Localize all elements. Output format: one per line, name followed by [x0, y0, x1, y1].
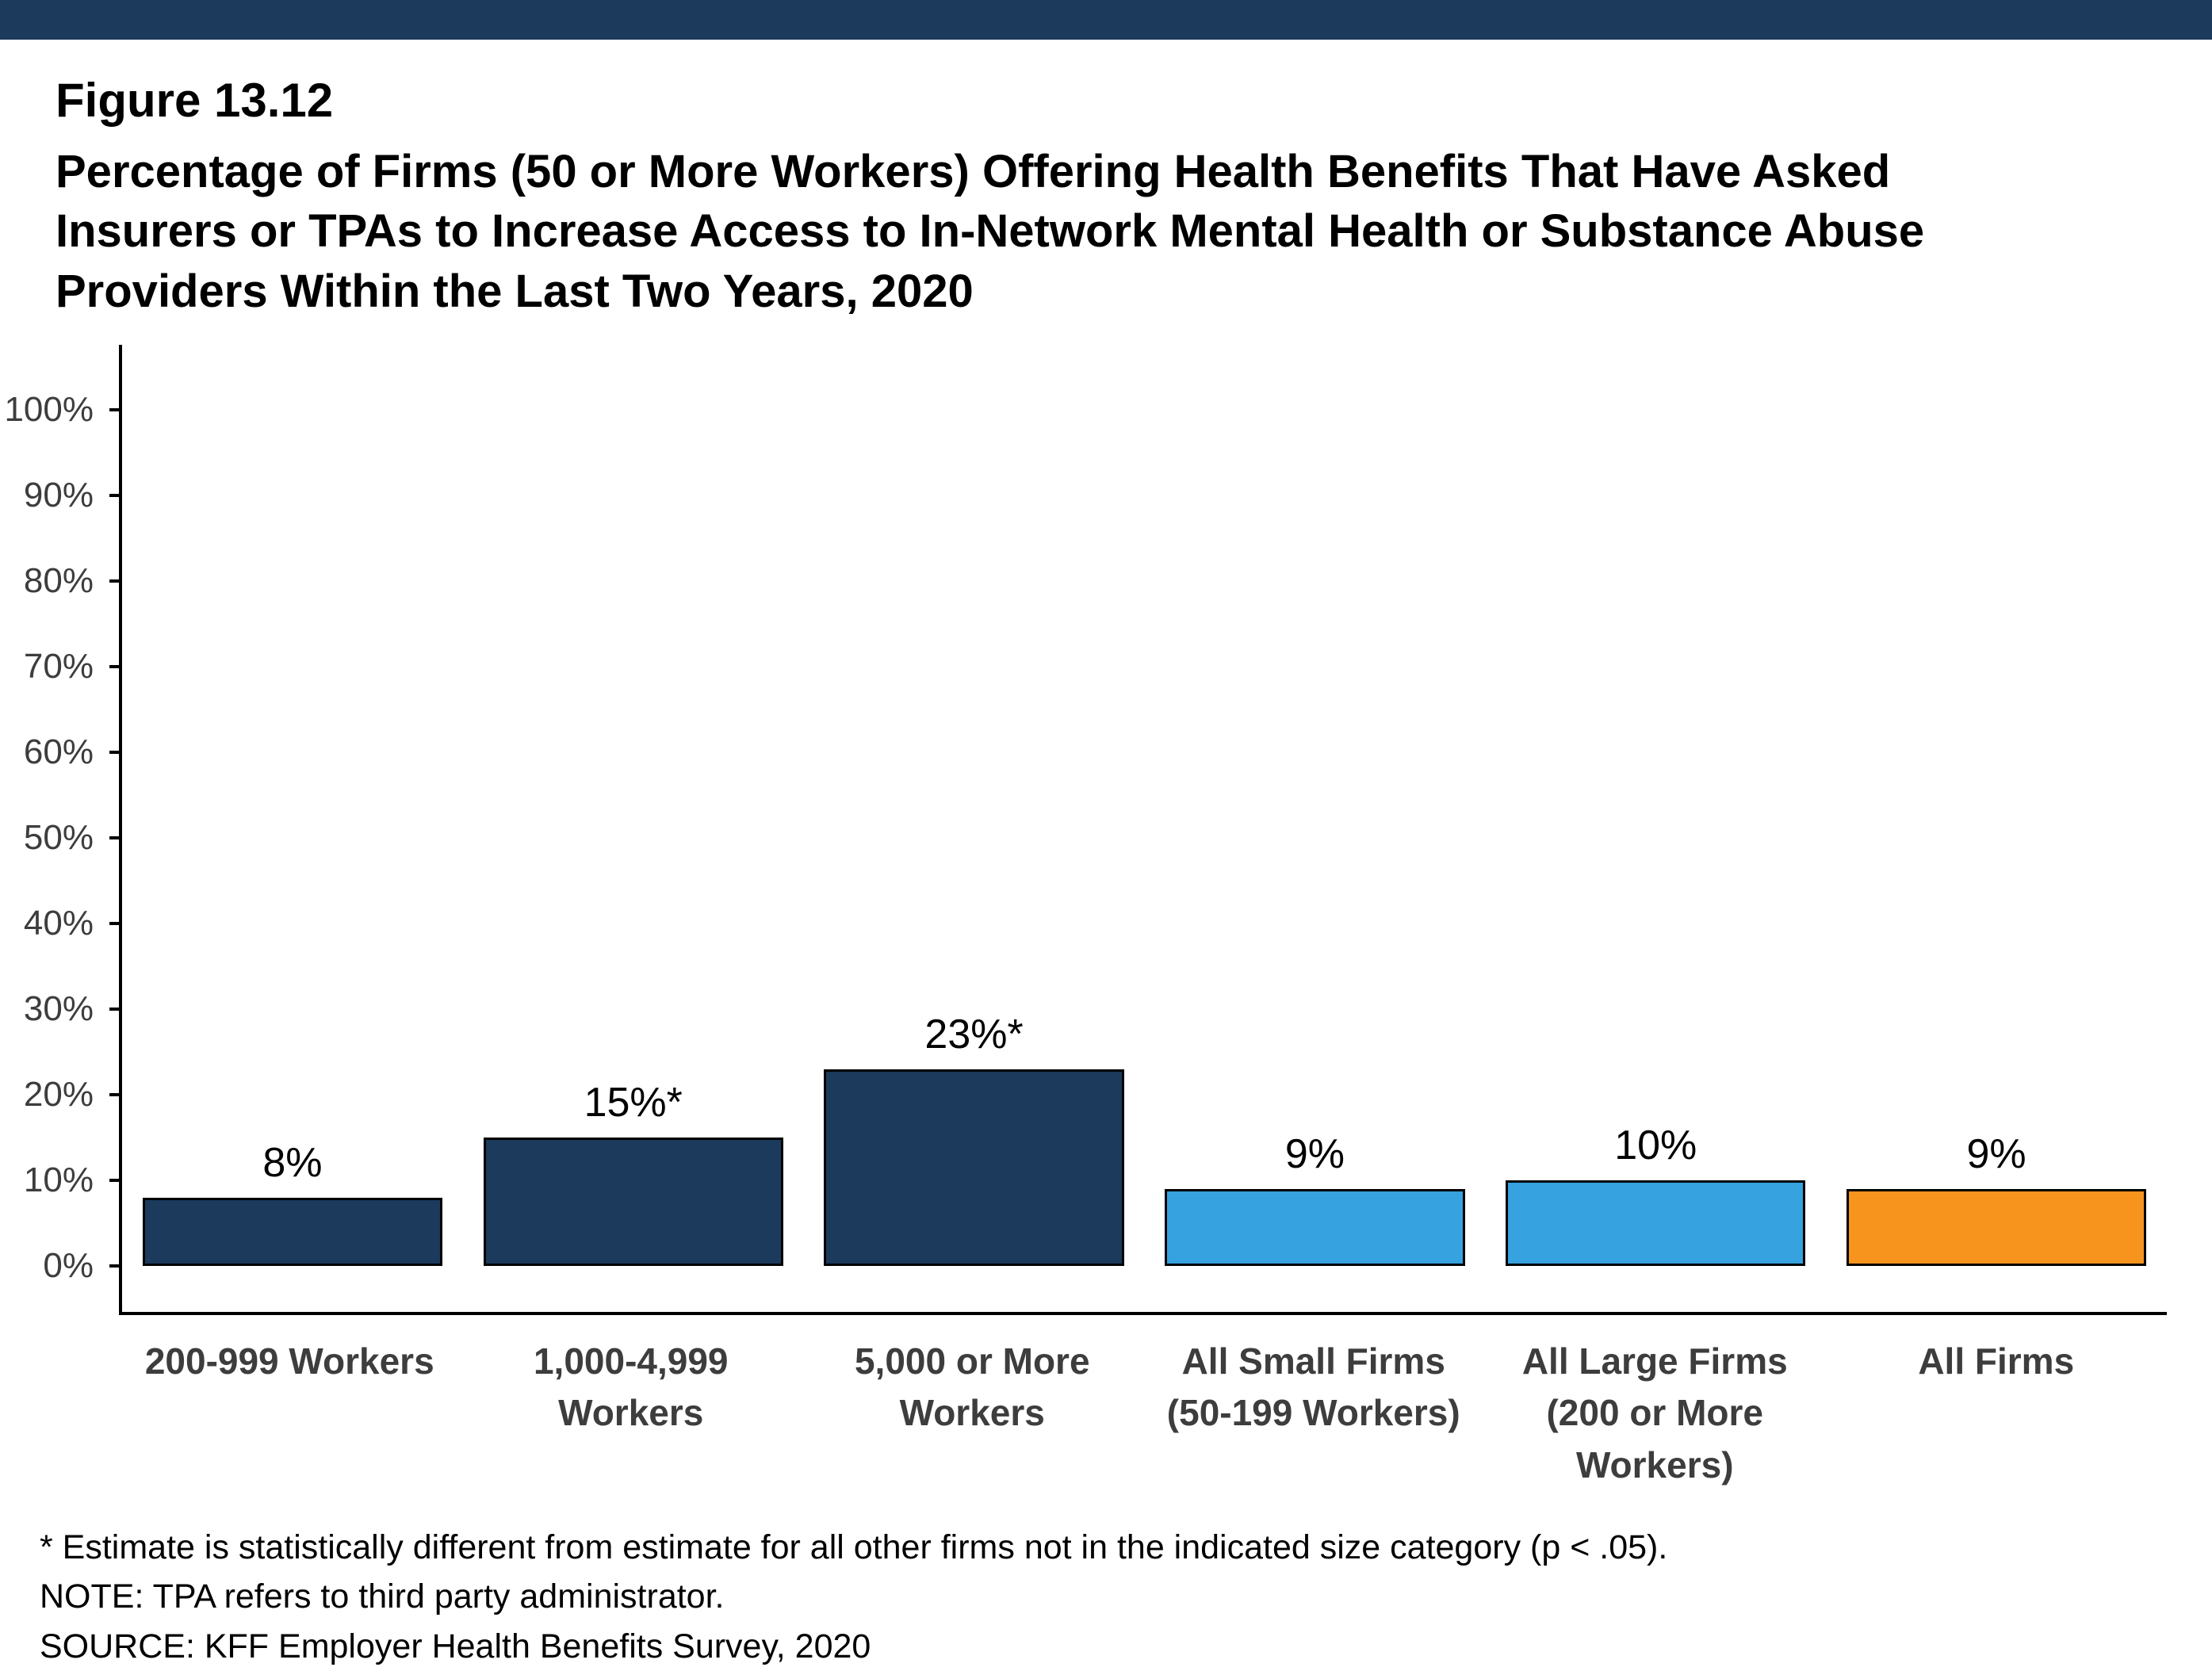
footnote-source: SOURCE: KFF Employer Health Benefits Sur…	[40, 1627, 871, 1665]
bar-value-label: 9%	[1966, 1130, 2026, 1177]
y-axis-tick-mark	[109, 836, 119, 840]
y-axis-tick-mark	[109, 1179, 119, 1183]
bar	[483, 1138, 783, 1267]
bar	[1846, 1188, 2147, 1267]
x-axis-category-label-line: 5,000 or More	[854, 1340, 1090, 1382]
figure-number: Figure 13.12	[55, 74, 334, 127]
chart-title-line-2: Insurers or TPAs to Increase Access to I…	[55, 205, 1925, 258]
y-axis-tick-mark	[109, 408, 119, 412]
y-axis-tick-label: 0%	[43, 1246, 94, 1286]
bar	[1165, 1188, 1465, 1267]
x-axis-category-label-line: 200-999 Workers	[144, 1340, 434, 1382]
y-axis-tick-mark	[109, 1008, 119, 1011]
chart-title-line-1: Percentage of Firms (50 or More Workers)…	[55, 146, 1891, 197]
y-axis-tick-label: 80%	[23, 561, 94, 601]
x-axis-category-label-line: 1,000-4,999 Workers	[533, 1340, 729, 1434]
x-axis-category-label: 1,000-4,999 Workers	[461, 1336, 802, 1491]
x-axis-category-label-line: All Firms	[1918, 1340, 2075, 1382]
y-axis-tick-label: 20%	[23, 1075, 94, 1115]
bar-slot: 23%*	[804, 1011, 1145, 1267]
x-axis-labels: 200-999 Workers 1,000-4,999 Workers 5,000 …	[119, 1336, 2167, 1491]
x-axis-category-label: 5,000 or More Workers	[802, 1336, 1143, 1491]
bar-slot: 9%	[1145, 1130, 1486, 1267]
y-axis-tick-label: 100%	[4, 390, 94, 430]
y-axis-tick-mark	[109, 1093, 119, 1097]
bar-value-label: 10%	[1614, 1122, 1697, 1169]
y-axis-tick-mark	[109, 1264, 119, 1268]
y-axis-tick-mark	[109, 751, 119, 755]
bar-value-label: 8%	[262, 1139, 323, 1186]
y-axis-tick-label: 30%	[23, 989, 94, 1029]
x-axis-category-label-line: (50-199 Workers)	[1166, 1392, 1460, 1434]
bar-slot: 9%	[1826, 1130, 2167, 1267]
footnote-note: NOTE: TPA refers to third party administ…	[40, 1577, 725, 1616]
x-axis-category-label: All Small Firms (50-199 Workers)	[1143, 1336, 1485, 1491]
y-axis-tick-label: 90%	[23, 476, 94, 515]
bar	[142, 1197, 443, 1267]
y-axis-tick-mark	[109, 922, 119, 926]
y-axis-tick-mark	[109, 665, 119, 669]
y-axis-tick-label: 10%	[23, 1161, 94, 1200]
x-axis-category-label-line: Workers	[899, 1392, 1045, 1434]
y-axis-tick-label: 60%	[23, 732, 94, 772]
plot-area: 0% 10% 20% 30% 40% 50% 60% 70% 80% 90% 100% 8% 15%* 2…	[4, 345, 2167, 1316]
top-accent-bar	[0, 0, 2212, 40]
x-axis-category-label: All Large Firms (200 or More Workers)	[1484, 1336, 1826, 1491]
bar-value-label: 9%	[1284, 1130, 1345, 1177]
x-axis-category-label: 200-999 Workers	[119, 1336, 461, 1491]
footnotes: * Estimate is statistically different fr…	[40, 1523, 2157, 1671]
bar-value-label: 15%*	[584, 1080, 683, 1126]
x-axis-category-label: All Firms	[1826, 1336, 2168, 1491]
x-axis-category-label-line: All Small Firms	[1181, 1340, 1445, 1382]
y-axis-tick-mark	[109, 579, 119, 583]
x-axis-category-label-line: All Large Firms	[1521, 1340, 1788, 1382]
bar-slot: 8%	[122, 1139, 463, 1267]
bar	[1506, 1180, 1806, 1267]
y-axis-tick-label: 40%	[23, 904, 94, 943]
y-axis-tick-mark	[109, 494, 119, 498]
y-axis-tick-label: 70%	[23, 647, 94, 686]
bar-slot: 10%	[1485, 1122, 1826, 1267]
x-axis-category-label-line: Workers)	[1575, 1443, 1734, 1486]
y-axis-tick-label: 50%	[23, 818, 94, 858]
chart-title: Percentage of Firms (50 or More Workers)…	[55, 142, 2157, 321]
bar	[824, 1069, 1124, 1267]
chart-title-line-3: Providers Within the Last Two Years, 202…	[55, 265, 974, 317]
bar-value-label: 23%*	[924, 1011, 1024, 1057]
bar-slot: 15%*	[463, 1079, 804, 1267]
x-axis-category-label-line: (200 or More	[1546, 1392, 1764, 1434]
chart-header: Figure 13.12 Percentage of Firms (50 or …	[0, 40, 2212, 321]
footnote-asterisk: * Estimate is statistically different fr…	[40, 1528, 1668, 1567]
